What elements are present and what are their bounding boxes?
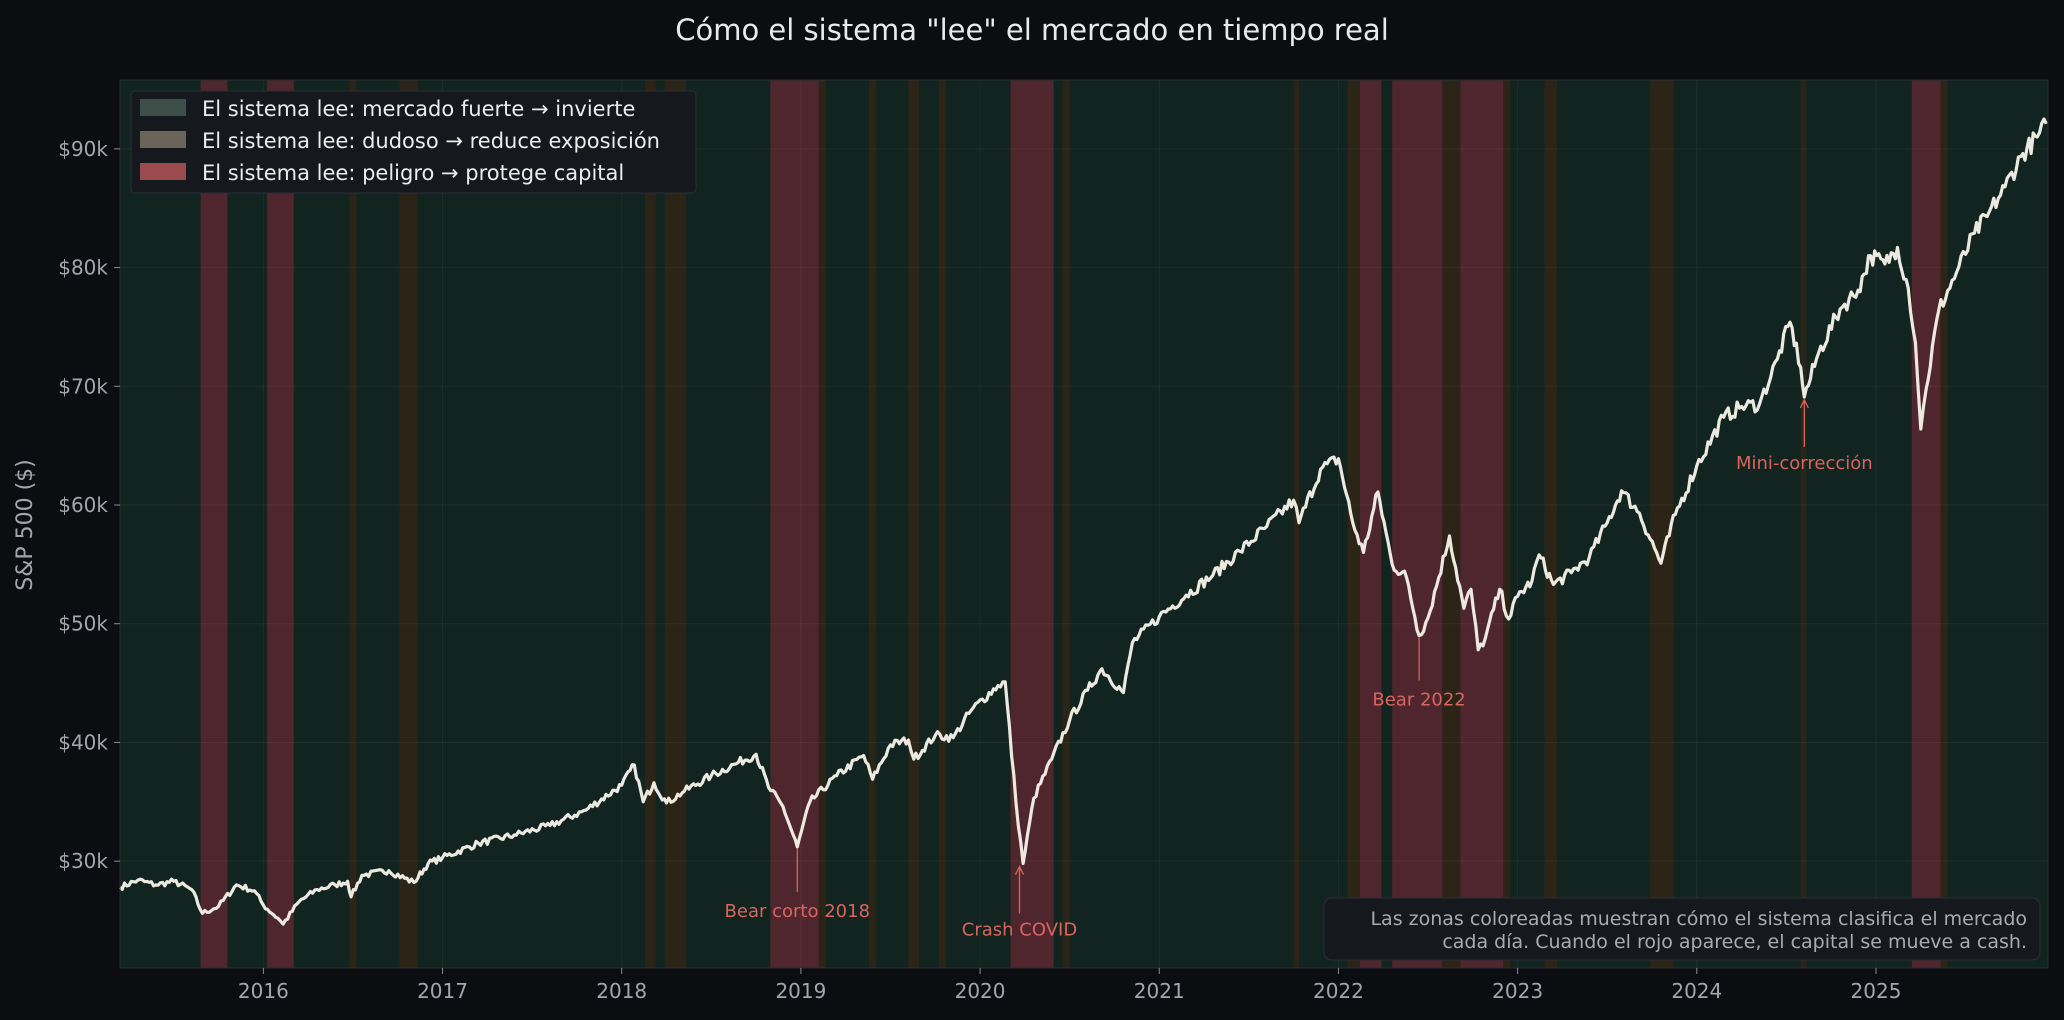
doubtful-zone bbox=[1650, 80, 1674, 968]
sp500-line bbox=[118, 117, 2048, 926]
danger-zone bbox=[1010, 80, 1054, 968]
annotation-label: Mini-corrección bbox=[1736, 453, 1873, 474]
note-line-2: cada día. Cuando el rojo aparece, el cap… bbox=[1442, 931, 2027, 953]
explanation-note: Las zonas coloreadas muestran cómo el si… bbox=[1323, 897, 2041, 961]
annotation: Bear 2022 bbox=[1372, 637, 1466, 711]
danger-zone bbox=[266, 80, 294, 968]
danger-zone bbox=[200, 80, 228, 968]
legend-label-danger: El sistema lee: peligro → protege capita… bbox=[202, 161, 624, 185]
danger-zone bbox=[1460, 80, 1504, 968]
doubtful-zone bbox=[399, 80, 418, 968]
doubtful-zone bbox=[1544, 80, 1558, 968]
annotation-arrowhead bbox=[1014, 865, 1025, 875]
doubtful-zone bbox=[1442, 80, 1461, 968]
legend-swatch-danger bbox=[140, 163, 186, 180]
x-tick-label: 2016 bbox=[238, 979, 289, 1003]
doubtful-zone bbox=[645, 80, 656, 968]
x-axis: 2016 2017 2018 2019 2020 2021 2022 2023 2024 2025 bbox=[238, 968, 1902, 1003]
x-tick-label: 2019 bbox=[775, 979, 826, 1003]
danger-zone bbox=[1911, 80, 1941, 968]
doubtful-zone bbox=[1062, 80, 1070, 968]
legend-swatch-strong bbox=[140, 99, 186, 116]
x-tick-label: 2021 bbox=[1134, 979, 1185, 1003]
plot-area: Bear corto 2018 Crash COVID Bear 2022 Mini-… bbox=[118, 79, 2049, 969]
annotation: Crash COVID bbox=[962, 865, 1077, 941]
regime-zones bbox=[200, 80, 1948, 968]
danger-zone bbox=[1392, 80, 1443, 968]
annotations: Bear corto 2018 Crash COVID Bear 2022 Mini-… bbox=[725, 398, 1873, 941]
y-tick-label: $50k bbox=[58, 612, 108, 636]
legend-label-doubtful: El sistema lee: dudoso → reduce exposici… bbox=[202, 129, 660, 153]
y-axis-label: S&P 500 ($) bbox=[13, 459, 38, 591]
y-axis: $30k $40k $50k $60k $70k $80k $90k bbox=[58, 137, 120, 873]
annotation-label: Crash COVID bbox=[962, 920, 1077, 941]
doubtful-zone bbox=[868, 80, 877, 968]
annotation-label: Bear corto 2018 bbox=[725, 901, 871, 922]
doubtful-zone bbox=[664, 80, 687, 968]
doubtful-zone bbox=[1800, 80, 1807, 968]
y-tick-label: $60k bbox=[58, 493, 108, 517]
x-tick-label: 2017 bbox=[417, 979, 468, 1003]
y-tick-label: $90k bbox=[58, 137, 108, 161]
annotation: Mini-corrección bbox=[1736, 398, 1873, 474]
y-tick-label: $80k bbox=[58, 256, 108, 280]
grid-lines bbox=[120, 80, 2048, 968]
legend-label-strong: El sistema lee: mercado fuerte → inviert… bbox=[202, 97, 635, 121]
annotation: Bear corto 2018 bbox=[725, 848, 871, 922]
doubtful-zone bbox=[1293, 80, 1300, 968]
doubtful-zone bbox=[349, 80, 357, 968]
doubtful-zone bbox=[818, 80, 826, 968]
note-line-1: Las zonas coloreadas muestran cómo el si… bbox=[1370, 908, 2027, 930]
legend: El sistema lee: mercado fuerte → inviert… bbox=[130, 90, 697, 194]
x-tick-label: 2022 bbox=[1313, 979, 1364, 1003]
x-tick-label: 2023 bbox=[1492, 979, 1543, 1003]
legend-box bbox=[130, 90, 697, 194]
plot-background bbox=[120, 80, 2048, 968]
x-tick-label: 2020 bbox=[955, 979, 1006, 1003]
annotation-arrowhead bbox=[1799, 398, 1809, 409]
y-tick-label: $70k bbox=[58, 374, 108, 398]
annotation-label: Bear 2022 bbox=[1372, 690, 1465, 711]
x-tick-label: 2025 bbox=[1851, 979, 1902, 1003]
doubtful-zone bbox=[938, 80, 947, 968]
x-tick-label: 2024 bbox=[1671, 979, 1722, 1003]
legend-swatch-doubtful bbox=[140, 131, 186, 148]
y-tick-label: $40k bbox=[58, 730, 108, 754]
danger-zone bbox=[770, 80, 819, 968]
doubtful-zone bbox=[908, 80, 920, 968]
y-tick-label: $30k bbox=[58, 849, 108, 873]
note-box bbox=[1323, 897, 2041, 961]
doubtful-zone bbox=[1503, 80, 1511, 968]
plot-frame bbox=[119, 79, 2049, 969]
doubtful-zone bbox=[1940, 80, 1948, 968]
x-tick-label: 2018 bbox=[596, 979, 647, 1003]
chart-title: Cómo el sistema "lee" el mercado en tiem… bbox=[675, 13, 1389, 47]
